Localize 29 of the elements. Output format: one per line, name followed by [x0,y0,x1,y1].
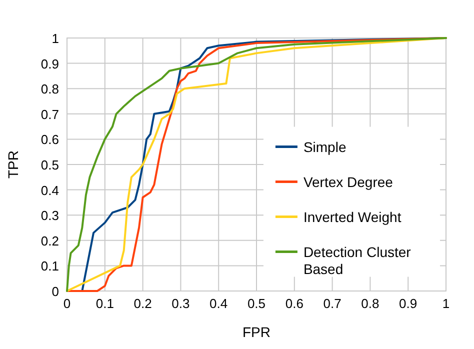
x-tick-label: 0.2 [134,296,152,311]
x-tick-label: 0.4 [210,296,228,311]
y-axis-title: TPR [5,150,21,178]
x-tick-label: 0.5 [247,296,266,311]
y-tick-label: 0.6 [40,132,59,148]
y-tick-label: 0.8 [40,82,59,97]
y-tick-label: 0.5 [40,158,59,172]
y-tick-label: 0.2 [40,233,59,248]
y-tick-label: 1 [52,31,59,46]
x-tick-label: 1 [442,296,450,311]
legend-label: Detection Cluster Based [303,244,412,277]
x-tick-label: 0.9 [399,296,418,311]
y-tick-label: 0.7 [40,106,59,122]
y-tick-label: 0.4 [40,182,59,198]
line-series [66,37,447,292]
legend-label: Simple [303,138,346,155]
x-tick-label: 0.1 [96,296,114,311]
legend-label: Vertex Degree [303,174,394,190]
x-tick-label: 0.8 [361,296,380,311]
y-tick-label: 0.1 [40,258,59,274]
y-tick-label: 0.9 [40,56,59,72]
x-tick-label: 0 [63,296,71,311]
x-axis-title: FPR [242,324,270,340]
x-tick-label: 0.3 [172,296,190,311]
y-tick-label: 0 [52,284,59,299]
x-tick-label: 0.7 [323,296,342,311]
y-tick-label: 0.3 [40,208,59,224]
legend-label: Inverted Weight [303,208,402,225]
x-tick-label: 0.6 [285,296,304,311]
